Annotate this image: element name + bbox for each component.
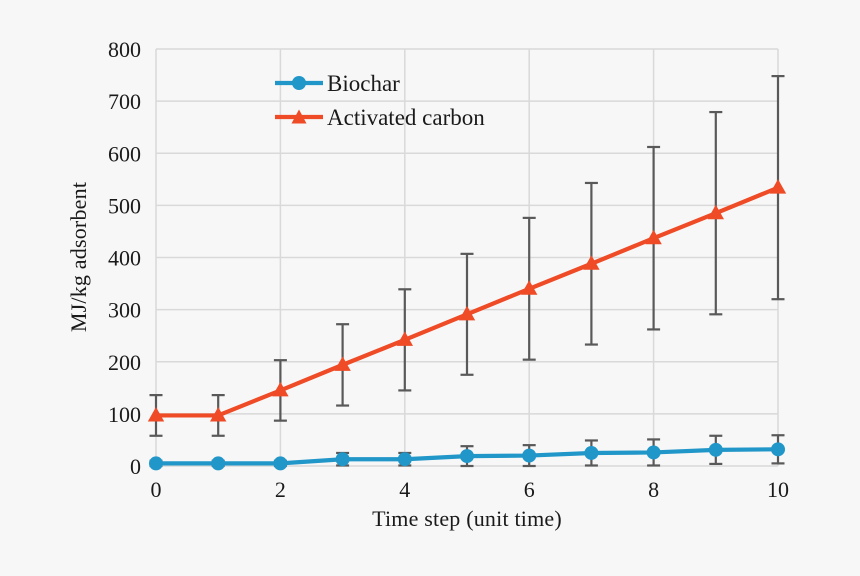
y-tick-label: 400 <box>108 246 141 271</box>
y-tick-label: 0 <box>130 454 141 479</box>
activated-carbon-point <box>147 406 165 422</box>
y-tick-label: 200 <box>108 350 141 375</box>
legend-item-activated-carbon: Activated carbon <box>274 100 485 134</box>
x-tick-label: 6 <box>524 477 535 502</box>
activated-carbon-point <box>458 305 476 321</box>
biochar-point <box>273 456 288 471</box>
x-tick-label: 8 <box>648 477 659 502</box>
legend-label-biochar: Biochar <box>327 70 400 96</box>
x-tick-label: 0 <box>151 477 162 502</box>
y-axis-title: MJ/kg adsorbent <box>66 181 91 333</box>
x-axis-title: Time step (unit time) <box>372 506 562 531</box>
x-tick-label: 4 <box>399 477 410 502</box>
biochar-point <box>771 442 785 457</box>
y-tick-label: 300 <box>108 298 141 323</box>
y-tick-label: 100 <box>108 402 141 427</box>
activated-carbon-legend-marker-icon <box>275 109 323 124</box>
activated-carbon-point <box>521 280 538 295</box>
y-tick-label: 600 <box>108 141 141 166</box>
x-tick-label: 2 <box>275 477 286 502</box>
y-tick-labels: 0 100 200 300 400 500 600 700 800 <box>108 37 141 479</box>
activated-carbon-point <box>272 381 289 397</box>
biochar-point <box>708 442 723 457</box>
y-tick-label: 700 <box>108 89 141 114</box>
biochar-markers <box>149 442 785 471</box>
activated-carbon-point <box>396 331 413 346</box>
biochar-legend-marker-icon <box>275 76 323 90</box>
biochar-point <box>397 452 412 467</box>
activated-carbon-point <box>707 204 724 220</box>
activated-carbon-point <box>210 406 227 422</box>
biochar-point <box>335 452 350 467</box>
legend-label-activated-carbon: Activated carbon <box>327 104 485 130</box>
legend: Biochar Activated carbon <box>274 66 485 134</box>
activated-carbon-point <box>583 255 600 270</box>
x-tick-label: 10 <box>767 477 789 502</box>
legend-item-biochar: Biochar <box>274 66 485 100</box>
y-tick-label: 500 <box>108 193 141 218</box>
activated-carbon-point <box>769 179 787 194</box>
y-tick-label: 800 <box>108 37 141 62</box>
activated-carbon-markers <box>147 179 787 422</box>
x-tick-labels: 0 2 4 6 8 10 <box>151 477 790 502</box>
biochar-point <box>149 456 163 471</box>
biochar-point <box>646 445 661 460</box>
biochar-point <box>584 445 599 460</box>
biochar-point <box>522 448 537 463</box>
activated-carbon-point <box>334 356 351 371</box>
activated-carbon-point <box>645 229 662 245</box>
biochar-point <box>460 449 474 464</box>
biochar-point <box>211 456 226 471</box>
